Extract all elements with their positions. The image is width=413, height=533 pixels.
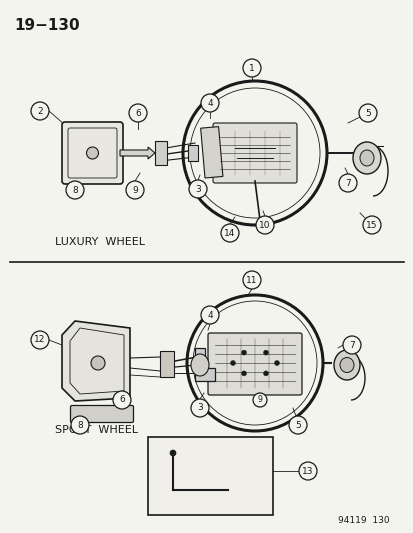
Bar bbox=[159, 351, 173, 377]
Circle shape bbox=[221, 224, 238, 242]
FancyBboxPatch shape bbox=[207, 333, 301, 395]
Circle shape bbox=[241, 350, 246, 355]
Circle shape bbox=[129, 104, 147, 122]
Circle shape bbox=[126, 181, 144, 199]
Text: 9: 9 bbox=[132, 185, 138, 195]
Circle shape bbox=[358, 104, 376, 122]
Polygon shape bbox=[62, 321, 130, 401]
Text: 3: 3 bbox=[195, 184, 200, 193]
Text: SPORT  WHEEL: SPORT WHEEL bbox=[55, 425, 138, 435]
Text: 4: 4 bbox=[206, 99, 212, 108]
Text: 5: 5 bbox=[364, 109, 370, 117]
Bar bbox=[200, 127, 222, 178]
Circle shape bbox=[71, 416, 89, 434]
Ellipse shape bbox=[352, 142, 380, 174]
FancyBboxPatch shape bbox=[212, 123, 296, 183]
Circle shape bbox=[86, 147, 98, 159]
Circle shape bbox=[201, 94, 218, 112]
Text: LUXURY  WHEEL: LUXURY WHEEL bbox=[55, 237, 145, 247]
Text: 94119  130: 94119 130 bbox=[337, 516, 389, 525]
FancyBboxPatch shape bbox=[62, 122, 123, 184]
Text: 12: 12 bbox=[34, 335, 45, 344]
Polygon shape bbox=[195, 348, 214, 381]
Circle shape bbox=[288, 416, 306, 434]
Text: 15: 15 bbox=[366, 221, 377, 230]
Text: 6: 6 bbox=[135, 109, 140, 117]
Circle shape bbox=[338, 174, 356, 192]
Text: 8: 8 bbox=[72, 185, 78, 195]
Text: 10: 10 bbox=[259, 221, 270, 230]
Text: 19−130: 19−130 bbox=[14, 18, 79, 33]
Circle shape bbox=[362, 216, 380, 234]
Ellipse shape bbox=[190, 354, 209, 376]
Circle shape bbox=[242, 271, 260, 289]
Ellipse shape bbox=[339, 358, 353, 373]
Bar bbox=[154, 141, 166, 165]
Text: 9: 9 bbox=[257, 395, 262, 405]
Circle shape bbox=[31, 102, 49, 120]
Circle shape bbox=[230, 360, 235, 366]
Text: 13: 13 bbox=[301, 466, 313, 475]
Ellipse shape bbox=[333, 350, 359, 380]
Polygon shape bbox=[120, 147, 154, 159]
Circle shape bbox=[189, 180, 206, 198]
Bar bbox=[147, 437, 272, 515]
Circle shape bbox=[255, 216, 273, 234]
Text: 11: 11 bbox=[246, 276, 257, 285]
Circle shape bbox=[263, 371, 268, 376]
Circle shape bbox=[170, 450, 176, 456]
Text: 1: 1 bbox=[249, 63, 254, 72]
Circle shape bbox=[298, 462, 316, 480]
Ellipse shape bbox=[359, 150, 373, 166]
Circle shape bbox=[201, 306, 218, 324]
Text: 7: 7 bbox=[348, 341, 354, 350]
Circle shape bbox=[241, 371, 246, 376]
Text: 3: 3 bbox=[197, 403, 202, 413]
FancyBboxPatch shape bbox=[70, 406, 133, 423]
Circle shape bbox=[66, 181, 84, 199]
Text: 5: 5 bbox=[294, 421, 300, 430]
Text: 2: 2 bbox=[37, 107, 43, 116]
Circle shape bbox=[190, 399, 209, 417]
Circle shape bbox=[263, 350, 268, 355]
Circle shape bbox=[91, 356, 105, 370]
Text: 7: 7 bbox=[344, 179, 350, 188]
Circle shape bbox=[252, 393, 266, 407]
Text: 6: 6 bbox=[119, 395, 125, 405]
Polygon shape bbox=[188, 145, 197, 161]
Text: 8: 8 bbox=[77, 421, 83, 430]
Circle shape bbox=[274, 360, 279, 366]
Text: 14: 14 bbox=[224, 229, 235, 238]
Circle shape bbox=[31, 331, 49, 349]
Circle shape bbox=[342, 336, 360, 354]
Text: 4: 4 bbox=[206, 311, 212, 319]
Circle shape bbox=[113, 391, 131, 409]
Circle shape bbox=[242, 59, 260, 77]
